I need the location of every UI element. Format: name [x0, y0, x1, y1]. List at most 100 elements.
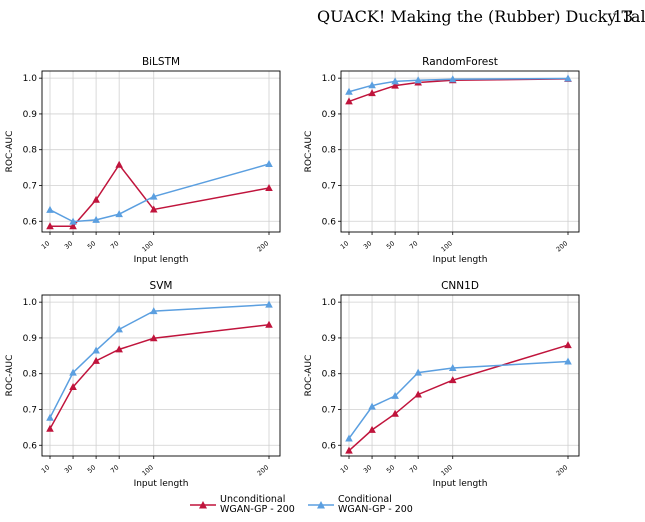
- x-tick-label: 70: [109, 239, 120, 250]
- data-point-conditional: [368, 81, 376, 89]
- data-point-conditional: [115, 325, 123, 333]
- x-tick-label: 70: [109, 463, 120, 474]
- legend-label-line2: WGAN-GP - 200: [338, 504, 413, 515]
- data-point-conditional: [69, 217, 77, 225]
- y-tick-label: 1.0: [23, 74, 38, 84]
- x-tick-label: 10: [339, 239, 350, 250]
- y-tick-label: 0.6: [322, 441, 337, 451]
- data-point-conditional: [391, 77, 399, 85]
- x-axis-label: Input length: [134, 255, 189, 265]
- x-tick-label: 100: [439, 463, 454, 477]
- x-tick-label: 30: [362, 239, 373, 250]
- x-tick-label: 200: [555, 463, 570, 477]
- x-tick-label: 50: [86, 239, 97, 250]
- y-tick-label: 0.8: [322, 370, 337, 380]
- chart-title: CNN1D: [441, 280, 479, 292]
- data-point-unconditional: [564, 341, 572, 349]
- data-point-unconditional: [46, 424, 54, 432]
- y-tick-label: 0.7: [322, 181, 336, 191]
- chart-panel: 0.6 0.7 0.8 0.9 1.0 10 30 50 70 100 200 SVM Input le…: [5, 280, 281, 489]
- data-point-conditional: [564, 357, 572, 365]
- y-tick-label: 0.6: [23, 217, 38, 227]
- y-tick-label: 1.0: [322, 74, 337, 84]
- plot-frame: [340, 70, 580, 233]
- data-point-unconditional: [149, 334, 158, 342]
- data-point-unconditional: [414, 390, 422, 398]
- x-axis-label: Input length: [134, 479, 189, 489]
- chart-legend: Unconditional WGAN-GP - 200 Conditional …: [190, 492, 490, 520]
- data-point-conditional: [448, 75, 457, 83]
- chart-panel: 0.6 0.7 0.8 0.9 1.0 10 30 50 70 100 200 RandomFores…: [304, 56, 580, 265]
- data-point-unconditional: [391, 81, 399, 89]
- data-point-conditional: [345, 434, 353, 442]
- chart-panel: 0.6 0.7 0.8 0.9 1.0 10 30 50 70 100 200 BiLSTM Input…: [5, 56, 281, 265]
- y-tick-label: 0.7: [322, 405, 336, 415]
- plot-frame: [41, 70, 281, 233]
- x-axis-label: Input length: [433, 479, 488, 489]
- y-axis-label: ROC-AUC: [304, 131, 314, 173]
- data-point-conditional: [149, 192, 158, 200]
- y-tick-label: 0.9: [23, 110, 38, 120]
- x-tick-label: 100: [140, 239, 155, 253]
- data-point-conditional: [448, 363, 457, 371]
- x-tick-label: 200: [555, 239, 570, 253]
- x-tick-label: 50: [86, 463, 97, 474]
- plot-frame: [340, 294, 580, 457]
- plot-frame: [41, 294, 281, 457]
- series-line-unconditional: [348, 344, 569, 452]
- y-axis-label: ROC-AUC: [5, 131, 15, 173]
- series-line-unconditional: [50, 163, 270, 228]
- x-tick-label: 200: [256, 463, 271, 477]
- data-point-unconditional: [92, 356, 100, 364]
- x-tick-label: 10: [339, 463, 350, 474]
- chart-figure: 0.6 0.7 0.8 0.9 1.0 10 30 50 70 100 200 BiLSTM Input…: [5, 56, 580, 489]
- legend-label-line2: WGAN-GP - 200: [220, 504, 295, 515]
- x-tick-label: 50: [385, 239, 396, 250]
- page-header: QUACK! Making the (Rubber) Ducky Talk 13: [0, 0, 645, 40]
- y-tick-label: 0.6: [23, 441, 38, 451]
- legend-swatch-unconditional: [190, 501, 216, 509]
- x-tick-label: 70: [408, 463, 419, 474]
- series-line-unconditional: [49, 323, 270, 430]
- x-tick-label: 100: [439, 239, 454, 253]
- data-point-unconditional: [448, 376, 457, 384]
- data-point-unconditional: [391, 409, 399, 417]
- x-tick-label: 30: [63, 463, 74, 474]
- x-tick-label: 30: [63, 239, 74, 250]
- x-tick-label: 10: [40, 239, 51, 250]
- data-point-conditional: [46, 413, 54, 421]
- legend-label-line1: Conditional: [338, 494, 392, 505]
- data-point-conditional: [46, 205, 54, 213]
- data-point-unconditional: [69, 382, 77, 390]
- data-point-conditional: [92, 215, 100, 223]
- data-point-conditional: [149, 307, 158, 315]
- y-axis-label: ROC-AUC: [304, 355, 314, 397]
- y-tick-label: 0.7: [23, 405, 37, 415]
- y-tick-label: 0.6: [322, 217, 337, 227]
- data-point-conditional: [265, 300, 273, 308]
- data-point-unconditional: [46, 222, 54, 230]
- y-tick-label: 0.9: [322, 334, 337, 344]
- data-point-conditional: [92, 346, 100, 354]
- series-line-conditional: [348, 360, 569, 439]
- data-point-conditional: [414, 368, 422, 376]
- data-point-conditional: [414, 76, 422, 84]
- data-point-conditional: [368, 402, 376, 410]
- data-point-unconditional: [368, 425, 376, 433]
- x-tick-label: 30: [362, 463, 373, 474]
- legend-label-line1: Unconditional: [220, 494, 286, 505]
- data-point-conditional: [564, 74, 572, 82]
- data-point-unconditional: [345, 446, 353, 454]
- data-point-unconditional: [69, 222, 77, 230]
- x-tick-label: 100: [140, 463, 155, 477]
- series-line-unconditional: [348, 78, 569, 103]
- y-tick-label: 0.8: [23, 370, 38, 380]
- data-point-unconditional: [149, 205, 158, 213]
- x-tick-label: 50: [385, 463, 396, 474]
- chart-title: BiLSTM: [142, 56, 180, 68]
- data-point-unconditional: [345, 97, 353, 105]
- data-point-unconditional: [92, 195, 100, 203]
- data-point-conditional: [115, 210, 123, 218]
- chart-panel: 0.6 0.7 0.8 0.9 1.0 10 30 50 70 100 200 CNN1D Input …: [304, 280, 580, 489]
- series-line-conditional: [49, 303, 270, 419]
